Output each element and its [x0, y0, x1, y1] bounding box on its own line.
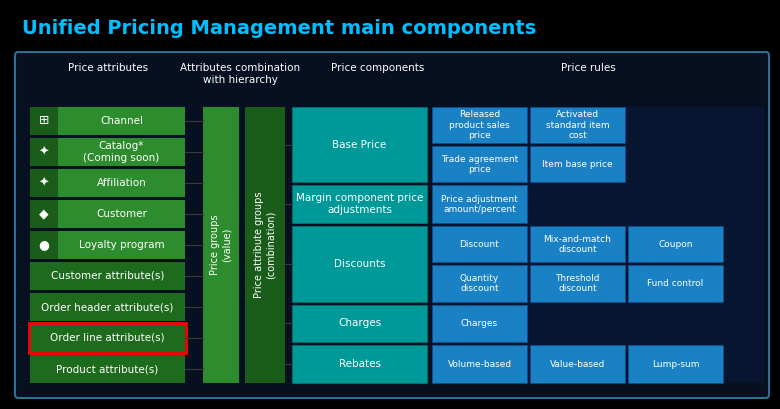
- Bar: [432, 107, 527, 143]
- Bar: [432, 107, 764, 383]
- Text: Catalog*
(Coming soon): Catalog* (Coming soon): [83, 141, 160, 163]
- Text: Mix-and-match
discount: Mix-and-match discount: [544, 234, 612, 254]
- Text: Coupon: Coupon: [658, 240, 693, 249]
- Bar: [432, 146, 527, 182]
- Bar: [292, 345, 427, 383]
- Text: Margin component price
adjustments: Margin component price adjustments: [296, 193, 424, 215]
- Bar: [432, 226, 527, 262]
- Text: Price attributes: Price attributes: [68, 63, 148, 73]
- Text: Channel: Channel: [100, 116, 143, 126]
- Bar: [628, 226, 723, 262]
- Bar: [432, 265, 527, 301]
- Bar: [432, 185, 527, 223]
- Text: Loyalty program: Loyalty program: [79, 240, 165, 250]
- Text: Lump-sum: Lump-sum: [652, 360, 699, 369]
- Text: Order line attribute(s): Order line attribute(s): [50, 333, 165, 343]
- Text: Quantity
discount: Quantity discount: [460, 274, 499, 293]
- Bar: [30, 107, 58, 135]
- Bar: [30, 293, 185, 321]
- Text: Price rules: Price rules: [561, 63, 615, 73]
- Bar: [30, 169, 58, 197]
- Bar: [530, 265, 625, 301]
- Text: Fund control: Fund control: [647, 279, 704, 288]
- Bar: [245, 107, 285, 383]
- Text: Price components: Price components: [332, 63, 424, 73]
- Bar: [628, 345, 723, 383]
- Bar: [530, 345, 625, 383]
- Bar: [432, 345, 527, 383]
- Bar: [203, 107, 239, 383]
- Bar: [30, 262, 185, 290]
- Bar: [30, 324, 185, 352]
- Bar: [58, 200, 185, 228]
- Text: Charges: Charges: [338, 319, 381, 328]
- Text: Volume-based: Volume-based: [448, 360, 512, 369]
- Text: Discounts: Discounts: [334, 259, 385, 269]
- Text: Attributes combination
with hierarchy: Attributes combination with hierarchy: [180, 63, 300, 85]
- Bar: [30, 138, 58, 166]
- Text: Price adjustment
amount/percent: Price adjustment amount/percent: [441, 195, 518, 214]
- Text: Price attribute groups
(combination): Price attribute groups (combination): [254, 192, 276, 298]
- Bar: [530, 107, 625, 143]
- Bar: [29, 323, 186, 353]
- Text: Product attribute(s): Product attribute(s): [56, 364, 158, 374]
- Bar: [30, 200, 58, 228]
- Text: Customer attribute(s): Customer attribute(s): [51, 271, 164, 281]
- Bar: [58, 231, 185, 259]
- Bar: [292, 107, 427, 182]
- FancyBboxPatch shape: [15, 52, 769, 398]
- Text: Charges: Charges: [461, 319, 498, 328]
- Text: ✦: ✦: [39, 177, 49, 189]
- Text: Base Price: Base Price: [332, 140, 387, 150]
- Text: ⊞: ⊞: [39, 115, 49, 128]
- Bar: [628, 265, 723, 301]
- Bar: [30, 231, 58, 259]
- Text: Order header attribute(s): Order header attribute(s): [41, 302, 174, 312]
- Text: Threshold
discount: Threshold discount: [555, 274, 600, 293]
- Bar: [292, 185, 427, 223]
- Text: Trade agreement
price: Trade agreement price: [441, 155, 518, 174]
- Bar: [58, 169, 185, 197]
- Bar: [432, 305, 527, 342]
- Text: ●: ●: [38, 238, 49, 252]
- Text: Unified Pricing Management main components: Unified Pricing Management main componen…: [22, 18, 537, 38]
- Bar: [292, 305, 427, 342]
- Text: Activated
standard item
cost: Activated standard item cost: [546, 110, 609, 140]
- Bar: [58, 107, 185, 135]
- Text: ◆: ◆: [39, 207, 49, 220]
- Bar: [530, 226, 625, 262]
- Text: Value-based: Value-based: [550, 360, 605, 369]
- Text: Affiliation: Affiliation: [97, 178, 147, 188]
- Bar: [530, 146, 625, 182]
- Bar: [58, 138, 185, 166]
- Text: Customer: Customer: [96, 209, 147, 219]
- Text: Price groups
(value): Price groups (value): [210, 215, 232, 275]
- Text: Released
product sales
price: Released product sales price: [449, 110, 510, 140]
- Text: Discount: Discount: [459, 240, 499, 249]
- Bar: [292, 226, 427, 301]
- Bar: [30, 355, 185, 383]
- Text: ✦: ✦: [39, 146, 49, 159]
- Text: Rebates: Rebates: [339, 359, 381, 369]
- Text: Item base price: Item base price: [542, 160, 613, 169]
